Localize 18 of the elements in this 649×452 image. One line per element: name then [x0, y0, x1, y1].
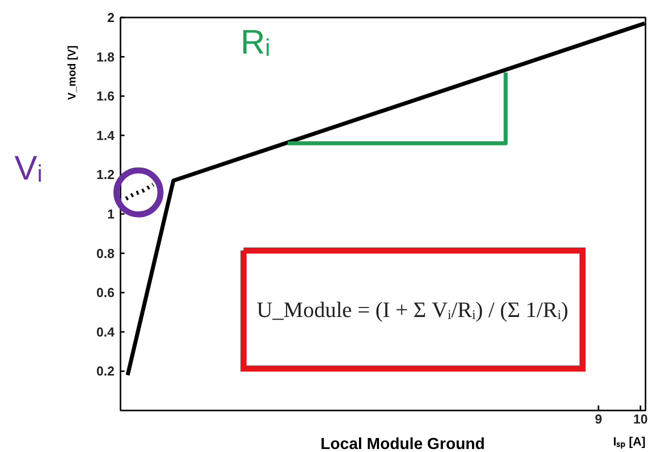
x-tick-label: 9 [594, 412, 602, 426]
text: Vᵢ [14, 150, 43, 188]
x-tick-label: 10 [633, 412, 648, 426]
y-tick-label: 1.4 [96, 128, 116, 143]
y-tick-label: 0.4 [96, 324, 116, 340]
y-tick-label: 1.6 [96, 88, 115, 104]
annotation: Rᵢ [240, 24, 270, 62]
y-tick-label: 1.8 [96, 49, 115, 64]
y-tick-label: 0.2 [96, 364, 115, 379]
x-axis-title: Iₛₚ [A] [613, 434, 646, 450]
y-axis-title: V_mod [V] [66, 45, 78, 100]
y-tick-label: 1 [107, 206, 115, 222]
y-tick-label: 0.8 [96, 246, 115, 261]
y-tick-label: 2 [107, 10, 115, 25]
text: Local Module Ground [320, 436, 485, 452]
y-tick-label: 0.6 [96, 285, 115, 300]
y-tick-label: 1.2 [96, 167, 115, 182]
annotation: U_Module = (I + Σ Vᵢ/Rᵢ) / (Σ 1/Rᵢ) [256, 297, 568, 322]
